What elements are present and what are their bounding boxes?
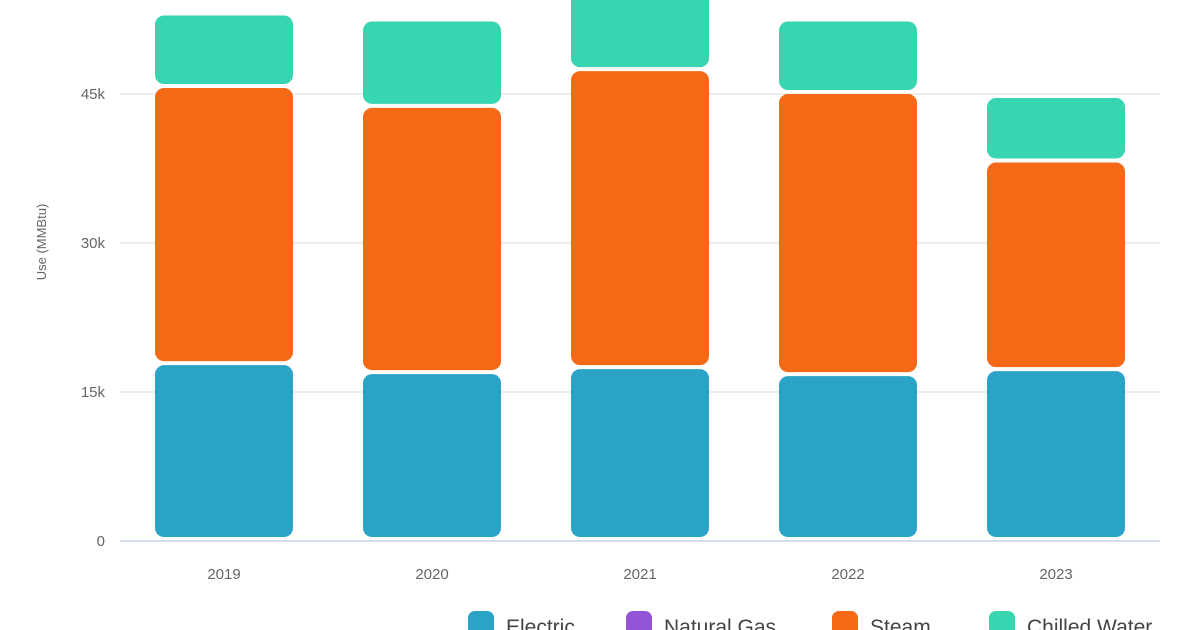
y-axis-label: Use (MMBtu) <box>34 204 49 281</box>
x-axis: 2019 2020 2021 2022 2023 <box>207 566 1072 583</box>
bar-segment-electric[interactable] <box>363 374 501 537</box>
bar-segment-electric[interactable] <box>155 365 293 537</box>
bar-segment-steam[interactable] <box>363 107 501 371</box>
legend-label[interactable]: Chilled Water <box>1027 616 1152 630</box>
x-tick-label: 2023 <box>1039 566 1072 583</box>
bar-segment-steam[interactable] <box>987 162 1125 368</box>
y-tick-label: 45k <box>81 86 106 103</box>
legend: Electric Natural Gas Steam Chilled Water <box>468 611 1152 630</box>
bars <box>155 0 1125 537</box>
y-tick-label: 0 <box>97 533 105 550</box>
bar-segment-electric[interactable] <box>779 376 917 537</box>
y-axis: Use (MMBtu) 0 15k 30k 45k <box>34 86 105 550</box>
bar-segment-chilled-water[interactable] <box>779 21 917 91</box>
legend-label[interactable]: Natural Gas <box>664 616 776 630</box>
bar-segment-chilled-water[interactable] <box>987 97 1125 159</box>
legend-swatch-electric[interactable] <box>468 611 494 630</box>
x-tick-label: 2020 <box>415 566 448 583</box>
bar-segment-electric[interactable] <box>987 371 1125 537</box>
legend-label[interactable]: Electric <box>506 616 575 630</box>
bar-segment-steam[interactable] <box>571 71 709 366</box>
bar-segment-steam[interactable] <box>155 88 293 362</box>
bar-segment-electric[interactable] <box>571 369 709 537</box>
legend-swatch-chilled-water[interactable] <box>989 611 1015 630</box>
bar-segment-chilled-water[interactable] <box>155 15 293 85</box>
bar-segment-chilled-water[interactable] <box>571 0 709 68</box>
bar-segment-chilled-water[interactable] <box>363 21 501 104</box>
x-tick-label: 2019 <box>207 566 240 583</box>
x-tick-label: 2021 <box>623 566 656 583</box>
y-tick-label: 15k <box>81 384 106 401</box>
legend-label[interactable]: Steam <box>870 616 931 630</box>
legend-swatch-natural-gas[interactable] <box>626 611 652 630</box>
legend-swatch-steam[interactable] <box>832 611 858 630</box>
x-tick-label: 2022 <box>831 566 864 583</box>
y-tick-label: 30k <box>81 235 106 252</box>
bar-segment-steam[interactable] <box>779 94 917 373</box>
